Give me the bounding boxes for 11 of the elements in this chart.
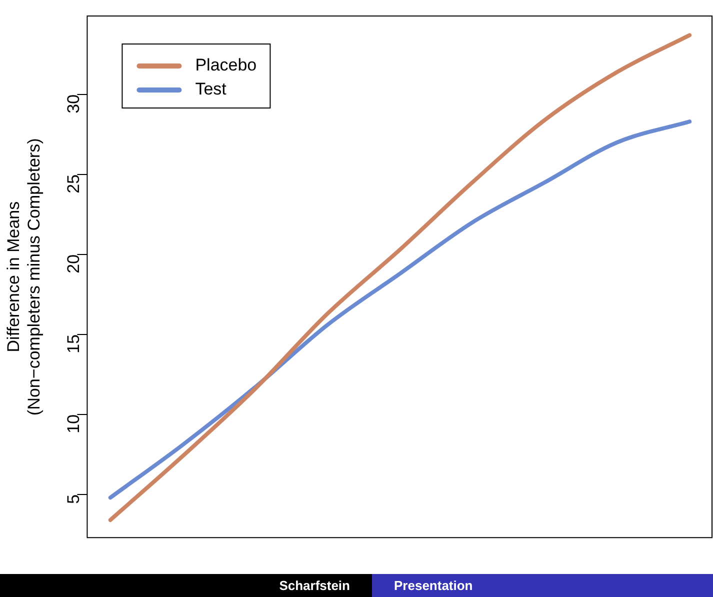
y-tick-label: 15 (64, 334, 83, 354)
text: Scharfstein (0, 574, 372, 597)
text: Presentation (372, 574, 713, 597)
y-axis-title: Difference in Means (Non−completers minus Completers) (4, 138, 44, 416)
y-tick-label: 30 (64, 94, 83, 114)
y-tick-label: 25 (64, 174, 83, 194)
legend-label: Test (195, 80, 227, 99)
legend-label: Placebo (195, 56, 257, 75)
y-tick-label: 20 (64, 254, 83, 274)
y-tick-label: 10 (64, 414, 83, 434)
y-tick-label: 5 (64, 494, 83, 504)
